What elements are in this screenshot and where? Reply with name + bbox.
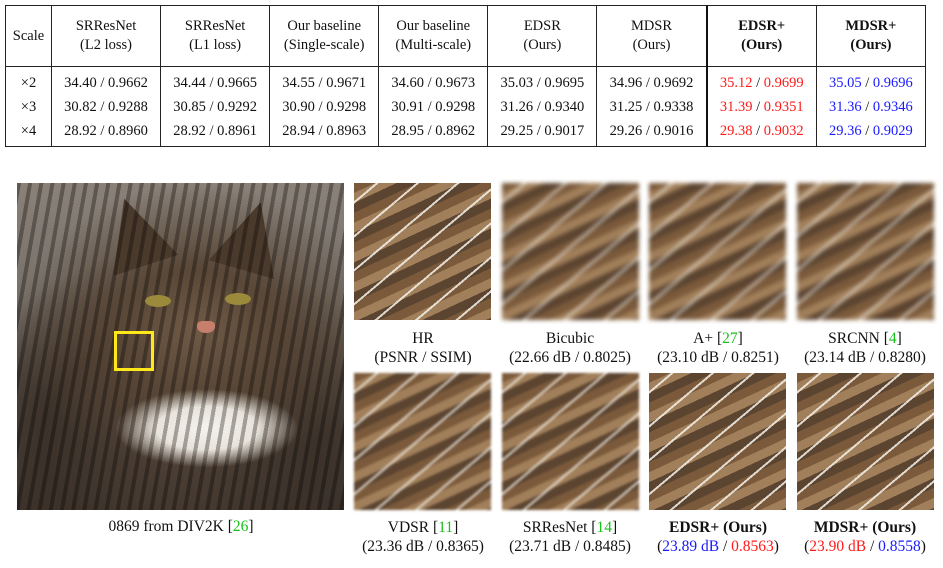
- caption-hr: HR (PSNR / SSIM): [374, 330, 472, 366]
- ssim-value: 0.9346: [872, 98, 913, 115]
- ssim-value: 0.9696: [872, 74, 913, 91]
- table-cell: 31.26 / 0.9340: [487, 95, 598, 119]
- results-table: Scale SRResNet (L2 loss) SRResNet (L1 loss…: [5, 5, 927, 147]
- scale-cell: ×3: [5, 95, 52, 119]
- table-cell: 30.85 / 0.9292: [160, 95, 271, 119]
- table-cell: 34.40 / 0.9662: [50, 66, 162, 95]
- psnr-value: 31.39: [719, 98, 753, 115]
- table-row: ×3 30.82 / 0.9288 30.85 / 0.9292 30.90 /…: [5, 95, 927, 119]
- zoom-region-box: [114, 331, 154, 371]
- patch-aplus: [649, 183, 786, 320]
- patch-mdsr-plus: [797, 373, 934, 510]
- psnr-value: 35.05: [829, 74, 862, 91]
- cat-nose: [197, 321, 215, 333]
- ssim-value: 0.9032: [763, 122, 804, 139]
- cat-photo: [17, 183, 344, 510]
- mdsr-plus-cell: 35.05 / 0.9696: [815, 66, 927, 95]
- header-srresnet-l2: SRResNet (L2 loss): [50, 5, 162, 67]
- caption-bicubic: Bicubic (22.66 dB / 0.8025): [509, 330, 631, 366]
- caption-aplus: A+ [27] (23.10 dB / 0.8251): [657, 330, 779, 366]
- header-mdsr: MDSR (Ours): [596, 5, 708, 67]
- table-cell: 34.60 / 0.9673: [378, 66, 489, 95]
- table-cell: 28.92 / 0.8960: [50, 119, 162, 147]
- table-cell: 30.91 / 0.9298: [378, 95, 489, 119]
- table-cell: 29.25 / 0.9017: [487, 119, 598, 147]
- cat-eye-left: [145, 295, 171, 307]
- patch-srresnet: [502, 373, 639, 510]
- edsr-plus-cell: 35.12 / 0.9699: [705, 66, 817, 95]
- header-edsr: EDSR (Ours): [487, 5, 598, 67]
- header-scale: Scale: [5, 5, 52, 67]
- table-cell: 34.55 / 0.9671: [269, 66, 380, 95]
- caption-srresnet: SRResNet [14] (23.71 dB / 0.8485): [509, 519, 631, 555]
- mdsr-plus-cell: 31.36 / 0.9346: [815, 95, 927, 119]
- table-cell: 29.26 / 0.9016: [596, 119, 708, 147]
- ssim-value: 0.9699: [763, 74, 804, 91]
- psnr-value: 29.36: [829, 122, 862, 139]
- table-cell: 34.96 / 0.9692: [596, 66, 708, 95]
- patch-edsr-plus: [649, 373, 786, 510]
- caption-mdsr-plus: MDSR+ (Ours) (23.90 dB / 0.8558): [804, 519, 926, 555]
- caption-srcnn: SRCNN [4] (23.14 dB / 0.8280): [804, 330, 926, 366]
- scale-cell: ×4: [5, 119, 52, 147]
- psnr-value: 31.36: [829, 98, 862, 115]
- table-cell: 30.90 / 0.9298: [269, 95, 380, 119]
- patch-srcnn: [797, 183, 934, 320]
- header-srresnet-l1: SRResNet (L1 loss): [160, 5, 271, 67]
- ssim-value: 0.9029: [872, 122, 913, 139]
- header-baseline-single: Our baseline (Single-scale): [269, 5, 380, 67]
- header-edsr-plus: EDSR+ (Ours): [705, 5, 817, 67]
- table-cell: 30.82 / 0.9288: [50, 95, 162, 119]
- caption-edsr-plus: EDSR+ (Ours) (23.89 dB / 0.8563): [657, 519, 779, 555]
- patch-hr: [354, 183, 491, 320]
- table-cell: 28.92 / 0.8961: [160, 119, 271, 147]
- edsr-plus-cell: 31.39 / 0.9351: [705, 95, 817, 119]
- table-cell: 31.25 / 0.9338: [596, 95, 708, 119]
- psnr-value: 29.38: [719, 122, 753, 139]
- table-cell: 35.03 / 0.9695: [487, 66, 598, 95]
- patch-vdsr: [354, 373, 491, 510]
- table-row: ×2 34.40 / 0.9662 34.44 / 0.9665 34.55 /…: [5, 66, 927, 95]
- header-baseline-multi: Our baseline (Multi-scale): [378, 5, 489, 67]
- psnr-value: 35.12: [719, 74, 753, 91]
- main-image-caption: 0869 from DIV2K [26]: [108, 518, 254, 535]
- scale-cell: ×2: [5, 66, 52, 95]
- caption-vdsr: VDSR [11] (23.36 dB / 0.8365): [362, 519, 484, 555]
- table-cell: 28.94 / 0.8963: [269, 119, 380, 147]
- cat-eye-right: [225, 293, 251, 305]
- table-cell: 34.44 / 0.9665: [160, 66, 271, 95]
- mdsr-plus-cell: 29.36 / 0.9029: [815, 119, 927, 147]
- table-cell: 28.95 / 0.8962: [378, 119, 489, 147]
- ssim-value: 0.9351: [763, 98, 804, 115]
- table-header-row: Scale SRResNet (L2 loss) SRResNet (L1 loss…: [5, 5, 927, 67]
- fur-texture: [17, 183, 344, 510]
- patch-bicubic: [502, 183, 639, 320]
- header-mdsr-plus: MDSR+ (Ours): [815, 5, 927, 67]
- table-row: ×4 28.92 / 0.8960 28.92 / 0.8961 28.94 /…: [5, 119, 927, 147]
- edsr-plus-cell: 29.38 / 0.9032: [705, 119, 817, 147]
